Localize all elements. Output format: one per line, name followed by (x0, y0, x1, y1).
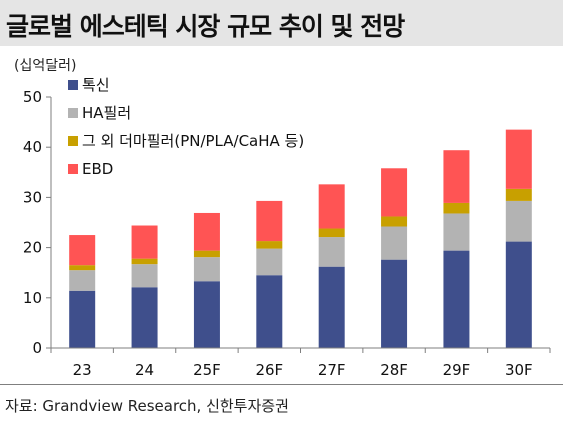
x-tick-label: 25F (193, 361, 221, 379)
bar-segment-26F-series-0 (256, 275, 283, 348)
title-bar: 글로벌 에스테틱 시장 규모 추이 및 전망 (0, 0, 563, 46)
legend-label-1: HA필러 (82, 104, 131, 122)
bar-segment-30F-series-3 (505, 129, 532, 189)
bar-segment-26F-series-2 (256, 241, 283, 249)
x-tick-label: 30F (505, 361, 533, 379)
legend-swatch-3 (68, 164, 78, 174)
y-tick-label: 10 (23, 289, 42, 307)
bar-segment-29F-series-2 (443, 202, 470, 214)
legend-swatch-0 (68, 80, 78, 90)
bar-segment-27F-series-3 (318, 184, 345, 229)
bar-segment-28F-series-0 (381, 259, 408, 348)
bar-segment-23-series-1 (69, 270, 96, 291)
bar-segment-24-series-3 (131, 225, 158, 259)
bar-segment-25F-series-2 (193, 250, 220, 258)
y-tick-label: 40 (23, 138, 42, 156)
legend-label-3: EBD (82, 160, 113, 178)
bar-segment-27F-series-0 (318, 266, 345, 348)
bar-segment-30F-series-1 (505, 200, 532, 242)
bar-segment-30F-series-2 (505, 188, 532, 201)
bar-segment-29F-series-0 (443, 250, 470, 348)
bar-segment-27F-series-1 (318, 237, 345, 267)
chart-title: 글로벌 에스테틱 시장 규모 추이 및 전망 (6, 12, 405, 41)
y-tick-label: 20 (23, 239, 42, 257)
legend-swatch-2 (68, 136, 78, 146)
source-note: 자료: Grandview Research, 신한투자증권 (5, 397, 289, 415)
x-tick-label: 23 (73, 361, 92, 379)
footer-divider (0, 384, 563, 385)
bar-segment-24-series-1 (131, 264, 158, 288)
bar-segment-24-series-2 (131, 258, 158, 265)
bar-segment-23-series-0 (69, 290, 96, 348)
bar-segment-30F-series-0 (505, 241, 532, 348)
bar-segment-27F-series-2 (318, 228, 345, 238)
y-tick-label: 50 (23, 88, 42, 106)
bar-segment-28F-series-1 (381, 226, 408, 260)
bar-segment-29F-series-1 (443, 213, 470, 251)
legend-swatch-1 (68, 108, 78, 118)
bar-segment-25F-series-0 (193, 281, 220, 348)
bar-segment-28F-series-2 (381, 216, 408, 227)
x-tick-label: 26F (255, 361, 283, 379)
x-tick-label: 27F (318, 361, 346, 379)
y-tick-label: 0 (32, 339, 42, 357)
bar-segment-25F-series-1 (193, 257, 220, 282)
y-tick-label: 30 (23, 188, 42, 206)
legend-label-2: 그 외 더마필러(PN/PLA/CaHA 등) (82, 132, 304, 150)
bar-segment-23-series-2 (69, 265, 96, 271)
bar-segment-23-series-3 (69, 235, 96, 266)
bar-segment-28F-series-3 (381, 168, 408, 217)
bar-segment-26F-series-3 (256, 200, 283, 242)
x-tick-label: 29F (443, 361, 471, 379)
x-tick-label: 24 (135, 361, 154, 379)
x-tick-label: 28F (380, 361, 408, 379)
bar-segment-24-series-0 (131, 287, 158, 348)
y-axis-unit-label: (십억달러) (14, 58, 77, 74)
bar-segment-29F-series-3 (443, 150, 470, 203)
bar-segment-25F-series-3 (193, 212, 220, 251)
legend-label-0: 톡신 (82, 76, 110, 94)
bar-segment-26F-series-1 (256, 248, 283, 276)
